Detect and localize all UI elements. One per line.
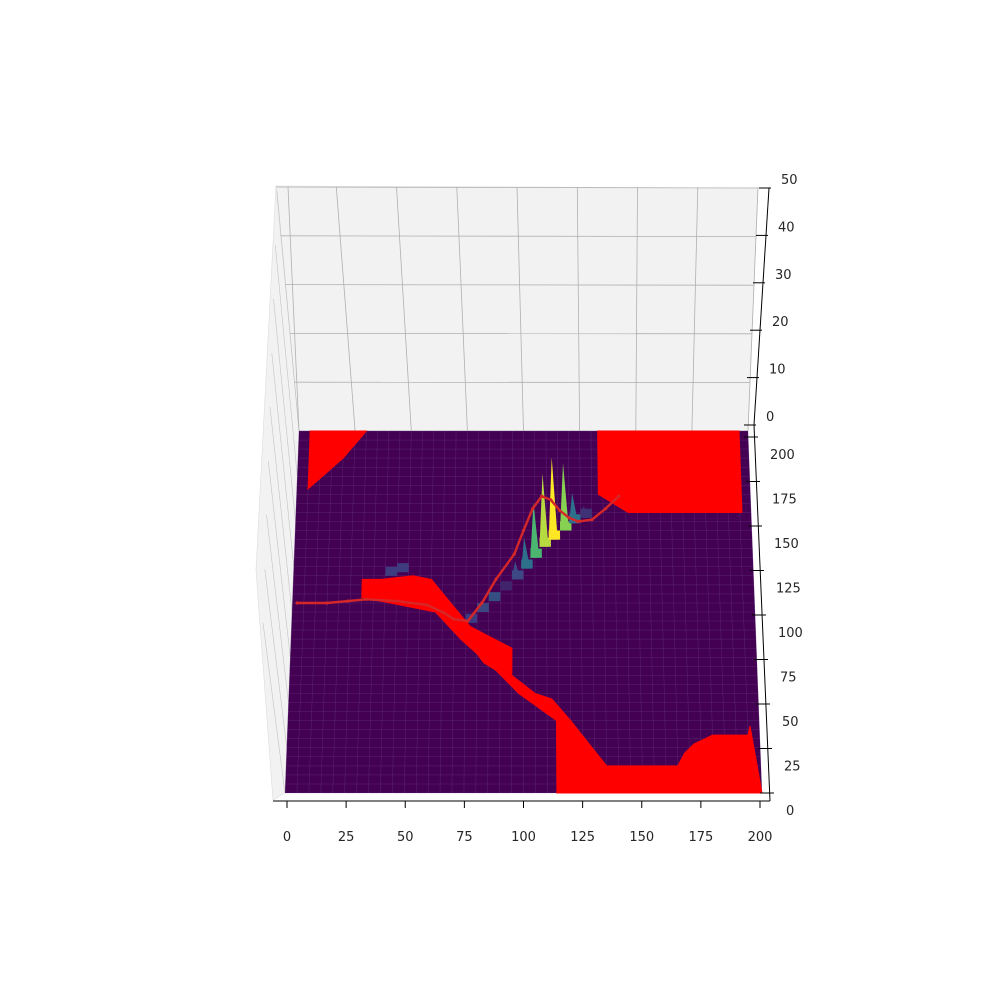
path-point [549, 498, 553, 502]
grid-line-vertical [396, 186, 412, 432]
z-tick-label: 20 [772, 315, 789, 330]
peak-spike [500, 581, 510, 591]
path-point [590, 518, 594, 522]
y-tick-label: 100 [778, 626, 803, 641]
grid-line-vertical [287, 186, 300, 432]
y-tick-label: 75 [780, 671, 797, 686]
x-tick-label: 150 [629, 830, 654, 845]
x-tick-label: 25 [338, 830, 355, 845]
grid-line-vertical [747, 186, 759, 432]
peak-spike [521, 538, 531, 569]
path-point [295, 601, 299, 605]
grid-line-vertical [576, 186, 580, 432]
grid-lines [262, 186, 759, 794]
grid-line-left [262, 622, 286, 794]
peak-spike [548, 457, 558, 540]
grid-line-vertical [691, 186, 699, 432]
path-point [466, 619, 470, 623]
y-tick-label: 0 [786, 804, 794, 819]
path-point [394, 599, 398, 603]
path-point [452, 617, 456, 621]
y-tick-label: 125 [776, 582, 801, 597]
path-line [295, 494, 621, 623]
obstacle-top-left-region [307, 430, 368, 491]
grid-line-left [271, 352, 295, 567]
back-pane [275, 185, 759, 432]
peak-spike [512, 561, 521, 580]
y-tick-label: 25 [784, 760, 801, 775]
y-axis-line [753, 424, 771, 802]
grid-line-horizontal [280, 235, 757, 238]
grid-line-left [275, 244, 298, 477]
y-tick-label: 50 [782, 715, 799, 730]
y-tick-label: 175 [772, 493, 797, 508]
path-point [558, 509, 562, 513]
x-tick-label: 50 [397, 830, 414, 845]
z-tick-label: 40 [778, 220, 795, 235]
peak-spike [539, 473, 549, 547]
mesh-line [534, 430, 536, 794]
path-point [494, 577, 498, 582]
mesh-line [747, 430, 763, 794]
axes: 0 25 50 75 100 125 150 175 200025507510012515017… [273, 173, 803, 845]
path-point [576, 519, 580, 524]
path-point [346, 599, 350, 603]
peak-spike [569, 492, 579, 524]
grid-line-vertical [516, 186, 524, 432]
path-point [424, 603, 428, 607]
mesh-line [579, 430, 584, 794]
back-wall [275, 185, 759, 432]
grid-line-horizontal [285, 284, 755, 286]
path-point [440, 610, 445, 614]
x-tick-label: 175 [688, 830, 713, 845]
x-tick-label: 100 [511, 830, 536, 845]
mesh-line [590, 430, 596, 794]
path-point [364, 597, 368, 601]
z-axis-line [753, 187, 770, 426]
surface-cell [397, 563, 409, 573]
peak-columns [500, 457, 592, 591]
grid-line-left [276, 190, 300, 432]
grid-line-vertical [456, 186, 468, 432]
path-point [325, 601, 329, 605]
obstacle-diagonal-band [361, 575, 763, 794]
obstacle-top-right-region [597, 430, 743, 513]
path-polyline [297, 495, 620, 623]
x-tick-label: 200 [748, 830, 773, 845]
path-point [617, 494, 621, 498]
y-tick-label: 200 [770, 448, 795, 463]
peak-spike [530, 502, 540, 558]
z-tick-label: 30 [775, 268, 792, 283]
grid-line-left [264, 568, 288, 748]
x-tick-label: 0 [283, 830, 291, 845]
x-tick-label: 75 [456, 830, 473, 845]
z-tick-label: 10 [769, 363, 786, 378]
grid-line-left [273, 298, 296, 522]
path-point [567, 516, 571, 520]
surface-cell [385, 566, 398, 576]
grid-line-vertical [335, 186, 356, 432]
path-point [540, 494, 544, 498]
grid-line-left [266, 514, 289, 703]
z-tick-label: 0 [766, 410, 774, 425]
path-point [512, 552, 516, 556]
z-tick-label: 50 [781, 173, 798, 188]
peak-spike [580, 505, 590, 518]
grid-line-horizontal [275, 186, 759, 189]
grid-line-left [269, 406, 293, 613]
path-point [531, 507, 535, 511]
path-point [480, 601, 484, 605]
surface-cell [488, 592, 501, 602]
mesh-line [545, 430, 548, 794]
x-tick-label: 125 [570, 830, 595, 845]
obstacle-regions [307, 430, 763, 794]
grid-line-vertical [635, 186, 638, 432]
y-tick-label: 150 [774, 537, 799, 552]
path-point [521, 528, 526, 533]
path-point [603, 507, 608, 511]
grid-line-left [268, 460, 291, 658]
